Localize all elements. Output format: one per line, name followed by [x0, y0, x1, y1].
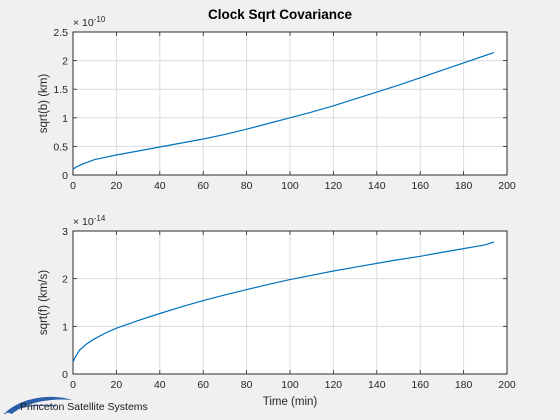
x-tick-label: 20: [111, 379, 123, 391]
x-tick-label: 200: [498, 180, 516, 192]
x-tick-label: 180: [455, 180, 473, 192]
x-tick-label: 40: [154, 379, 166, 391]
x-tick-label: 180: [455, 379, 473, 391]
x-tick-label: 80: [241, 379, 253, 391]
y-tick-label: 2: [62, 274, 68, 286]
x-tick-label: 20: [111, 180, 123, 192]
y-tick-label: 1.5: [53, 84, 68, 96]
x-tick-label: 120: [325, 379, 343, 391]
y-tick-label: 0: [62, 369, 68, 381]
x-axis-label: Time (min): [263, 396, 318, 408]
logo-text: Princeton Satellite Systems: [20, 401, 148, 413]
x-tick-label: 140: [368, 379, 386, 391]
y-tick-label: 1: [62, 113, 68, 125]
x-tick-label: 40: [154, 180, 166, 192]
y-exponent-label: × 10-10: [73, 15, 106, 29]
x-tick-label: 60: [197, 379, 209, 391]
series-line: [72, 241, 495, 363]
x-tick-label: 80: [241, 180, 253, 192]
x-tick-label: 100: [281, 379, 299, 391]
y-tick-label: 1: [62, 321, 68, 333]
y-tick-label: 0.5: [53, 141, 68, 153]
y-axis-label: sqrt(b) (km): [38, 74, 50, 134]
y-tick-label: 2.5: [53, 27, 68, 39]
chart-title: Clock Sqrt Covariance: [208, 7, 353, 22]
x-tick-label: 0: [70, 180, 76, 192]
x-tick-label: 160: [411, 379, 429, 391]
axes-1: 0 20 40 60 80 100 120 140 160 180 200 0 0.5 1 1.5 2 2.5 ×…: [38, 15, 516, 192]
x-tick-label: 140: [368, 180, 386, 192]
y-tick-label: 3: [62, 226, 68, 238]
y-tick-label: 0: [62, 170, 68, 182]
y-tick-label: 2: [62, 56, 68, 68]
grid: [73, 231, 507, 374]
axes-2: 0 20 40 60 80 100 120 140 160 180 200 0 1 2 3 × 10-14 sq…: [38, 214, 516, 408]
logo-icon: [4, 396, 72, 415]
y-axis-label: sqrt(f) (km/s): [38, 270, 50, 335]
x-tick-label: 160: [411, 180, 429, 192]
x-tick-label: 120: [325, 180, 343, 192]
x-tick-label: 100: [281, 180, 299, 192]
x-tick-label: 60: [197, 180, 209, 192]
series-line: [72, 52, 495, 170]
y-exponent-label: × 10-14: [73, 214, 106, 228]
x-tick-label: 0: [70, 379, 76, 391]
x-tick-label: 200: [498, 379, 516, 391]
